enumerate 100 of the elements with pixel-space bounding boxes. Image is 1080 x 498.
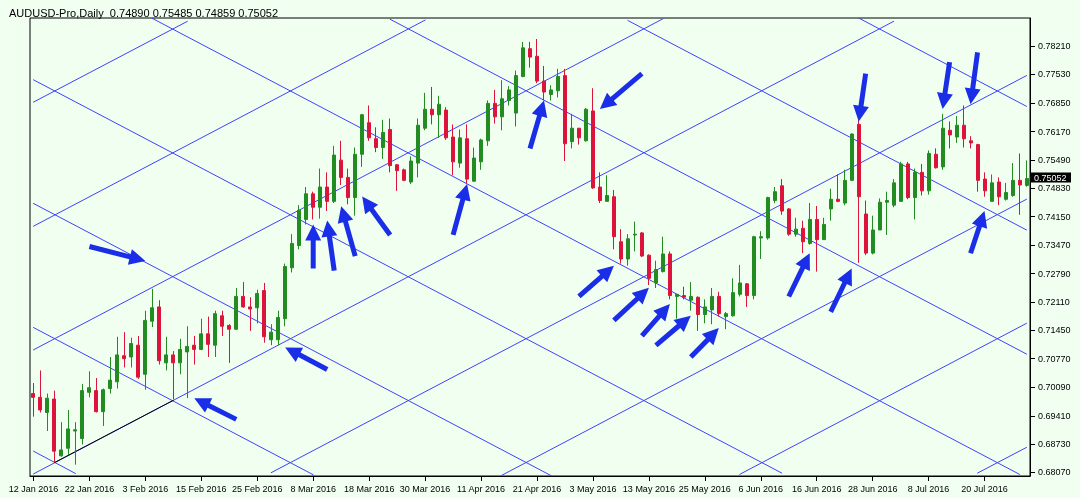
x-tick-label: 20 Jul 2016 — [961, 483, 1008, 494]
y-tick-label: 0.71450 — [1038, 325, 1071, 336]
candlestick — [528, 41, 532, 69]
y-tick-label: 0.72790 — [1038, 268, 1071, 279]
x-tick-label: 22 Jan 2016 — [64, 483, 115, 494]
candlestick — [696, 295, 700, 332]
candlestick — [570, 113, 574, 149]
candlestick — [122, 331, 126, 368]
candlestick — [38, 369, 42, 413]
candlestick — [136, 335, 140, 380]
candlestick — [339, 140, 343, 186]
candlestick — [675, 293, 679, 320]
candlestick — [773, 186, 777, 204]
candlestick — [976, 143, 980, 193]
candlestick — [822, 217, 826, 241]
candlestick — [710, 287, 714, 325]
candlestick — [556, 68, 560, 98]
candlestick — [108, 356, 112, 395]
candlestick — [850, 132, 854, 182]
candlestick — [661, 236, 665, 273]
candlestick — [990, 173, 994, 202]
candlestick — [871, 215, 875, 255]
candlestick — [829, 188, 833, 222]
candlestick — [192, 335, 196, 366]
candlestick — [409, 155, 413, 185]
text: 0.75052 — [1034, 172, 1067, 183]
candlestick — [927, 149, 931, 196]
candlestick — [654, 260, 658, 289]
x-tick-label: 11 Apr 2016 — [457, 483, 505, 494]
candlestick — [325, 171, 329, 212]
candlestick — [199, 318, 203, 351]
candlestick — [668, 250, 672, 300]
x-tick-label: 8 Jul 2016 — [907, 483, 950, 494]
candlestick — [262, 282, 266, 344]
y-tick-label: 0.74830 — [1038, 182, 1071, 193]
candlestick — [815, 205, 819, 273]
x-tick-label: 15 Feb 2016 — [176, 483, 227, 494]
y-tick-label: 0.68070 — [1038, 467, 1071, 478]
candlestick — [717, 291, 721, 318]
y-tick-label: 0.76850 — [1038, 97, 1071, 108]
candlestick — [115, 336, 119, 390]
y-tick-label: 0.78210 — [1038, 40, 1071, 51]
candlestick — [444, 106, 448, 141]
candlestick — [353, 147, 357, 217]
candlestick — [416, 118, 420, 178]
candlestick — [241, 281, 245, 309]
candlestick — [549, 84, 553, 101]
candlestick — [311, 191, 315, 220]
x-tick-label: 13 May 2016 — [622, 483, 675, 494]
candlestick — [612, 189, 616, 250]
candlestick — [129, 337, 133, 368]
candlestick — [626, 233, 630, 267]
x-tick-label: 8 Mar 2016 — [290, 483, 336, 494]
candlestick — [80, 383, 84, 445]
candlestick — [73, 421, 77, 466]
candlestick — [269, 323, 273, 346]
candlestick — [745, 282, 749, 308]
candlestick — [87, 370, 91, 398]
candlestick — [738, 264, 742, 297]
candlestick — [500, 79, 504, 131]
x-tick-label: 12 Jan 2016 — [8, 483, 59, 494]
candlestick — [619, 228, 623, 265]
candlestick — [584, 107, 588, 143]
y-tick-label: 0.77530 — [1038, 69, 1071, 80]
candlestick — [836, 173, 840, 203]
candlestick — [766, 196, 770, 241]
x-tick-label: 18 Mar 2016 — [343, 483, 395, 494]
candlestick — [248, 296, 252, 332]
candlestick — [493, 89, 497, 125]
candlestick — [297, 204, 301, 250]
candlestick — [94, 377, 98, 413]
candlestick — [150, 288, 154, 328]
candlestick — [899, 161, 903, 202]
candlestick — [479, 138, 483, 171]
candlestick — [206, 316, 210, 358]
candlestick — [157, 299, 161, 366]
candlestick — [367, 104, 371, 142]
y-tick-label: 0.72110 — [1038, 297, 1070, 308]
candlestick — [948, 120, 952, 149]
candlestick — [381, 119, 385, 160]
candlestick — [647, 253, 651, 286]
candlestick — [59, 421, 63, 458]
candlestick — [794, 217, 798, 238]
candlestick — [934, 147, 938, 170]
candlestick — [213, 310, 217, 358]
candlestick — [395, 163, 399, 192]
x-tick-label: 25 Feb 2016 — [232, 483, 283, 494]
candlestick — [913, 168, 917, 220]
candlestick — [801, 220, 805, 254]
candlestick — [521, 41, 525, 78]
y-tick-label: 0.73470 — [1038, 240, 1071, 251]
candlestick — [542, 65, 546, 101]
y-tick-label: 0.76170 — [1038, 126, 1071, 137]
x-tick-label: 28 Jun 2016 — [847, 483, 898, 494]
candlestick — [66, 409, 70, 456]
x-tick-label: 6 Jun 2016 — [738, 483, 784, 494]
candlestick — [402, 168, 406, 182]
candlestick — [388, 118, 392, 173]
y-tick-label: 0.69410 — [1038, 410, 1071, 421]
candlestick — [171, 350, 175, 400]
